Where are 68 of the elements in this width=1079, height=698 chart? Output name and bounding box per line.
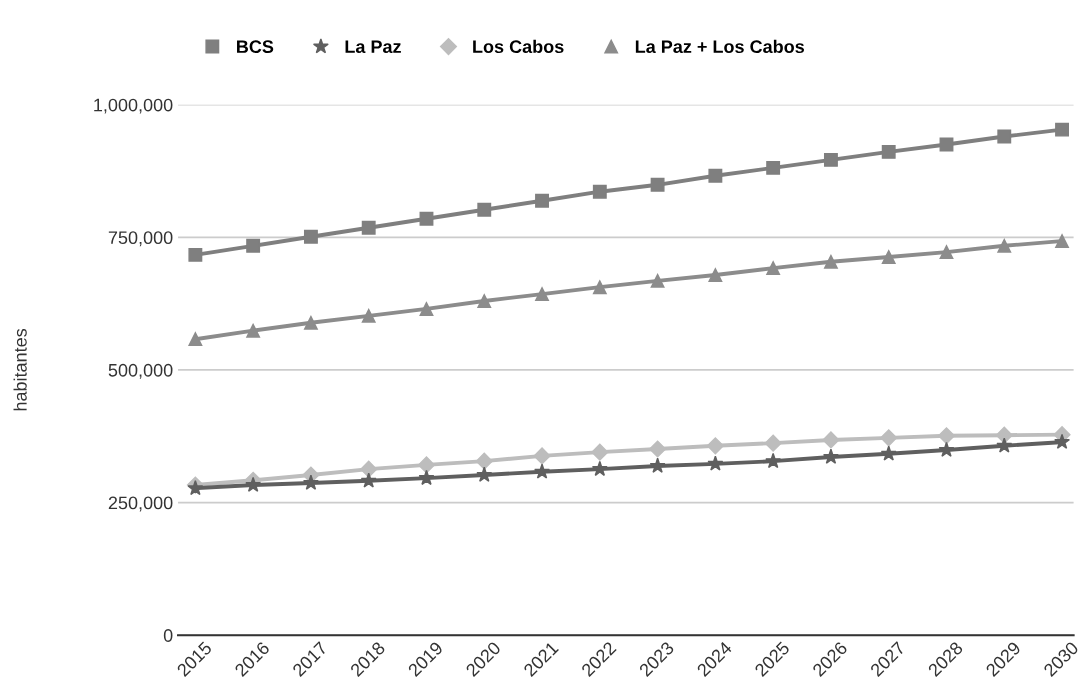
point bbox=[419, 211, 434, 226]
point bbox=[708, 268, 723, 282]
point bbox=[823, 152, 838, 167]
point bbox=[880, 429, 898, 447]
point bbox=[823, 254, 838, 269]
point bbox=[477, 202, 492, 217]
point bbox=[419, 301, 434, 316]
point bbox=[591, 443, 609, 461]
legend-label: BCS bbox=[237, 40, 274, 54]
point bbox=[477, 294, 492, 308]
y-tick-label: 500,000 bbox=[108, 363, 173, 379]
point bbox=[592, 280, 607, 295]
point bbox=[822, 448, 839, 464]
point bbox=[246, 323, 261, 338]
point bbox=[361, 308, 376, 323]
point bbox=[995, 426, 1013, 444]
point bbox=[706, 437, 724, 455]
point bbox=[302, 474, 319, 490]
point bbox=[303, 315, 318, 330]
point bbox=[650, 273, 665, 288]
point bbox=[997, 129, 1012, 144]
point bbox=[418, 469, 435, 486]
point bbox=[707, 455, 724, 471]
y-tick-label: 0 bbox=[163, 629, 173, 642]
point bbox=[303, 229, 318, 244]
point bbox=[535, 193, 549, 208]
y-axis-title: habitantes bbox=[13, 328, 27, 411]
point bbox=[475, 452, 493, 470]
point bbox=[534, 463, 551, 479]
legend-label: La Paz + Los Cabos bbox=[635, 39, 804, 54]
point bbox=[360, 460, 378, 478]
point bbox=[766, 160, 781, 175]
point bbox=[245, 476, 262, 492]
point bbox=[649, 457, 666, 473]
legend-label: La Paz bbox=[345, 40, 401, 54]
point bbox=[592, 184, 607, 199]
point bbox=[822, 431, 840, 449]
point bbox=[649, 440, 667, 458]
point bbox=[476, 466, 493, 482]
point bbox=[650, 177, 665, 192]
y-tick-label: 1,000,000 bbox=[94, 98, 173, 114]
point bbox=[766, 261, 781, 276]
point bbox=[533, 447, 551, 465]
point bbox=[1055, 122, 1069, 137]
point bbox=[996, 437, 1013, 453]
point bbox=[246, 238, 261, 253]
point bbox=[535, 287, 549, 302]
point bbox=[880, 445, 897, 461]
point bbox=[1055, 234, 1069, 248]
point bbox=[765, 452, 782, 469]
point bbox=[360, 472, 377, 488]
point bbox=[708, 168, 723, 183]
point bbox=[591, 460, 608, 477]
point bbox=[188, 332, 203, 347]
point bbox=[1054, 433, 1071, 449]
point bbox=[939, 245, 954, 260]
point bbox=[937, 427, 956, 445]
legend-label: Los Cabos bbox=[473, 39, 564, 54]
point bbox=[188, 247, 203, 262]
point bbox=[881, 250, 896, 264]
point bbox=[881, 144, 896, 159]
y-tick-label: 250,000 bbox=[108, 496, 173, 512]
point bbox=[417, 456, 436, 474]
point bbox=[938, 441, 955, 457]
point bbox=[764, 434, 782, 452]
y-tick-label: 750,000 bbox=[108, 231, 173, 247]
point bbox=[997, 238, 1012, 253]
point bbox=[361, 220, 376, 235]
